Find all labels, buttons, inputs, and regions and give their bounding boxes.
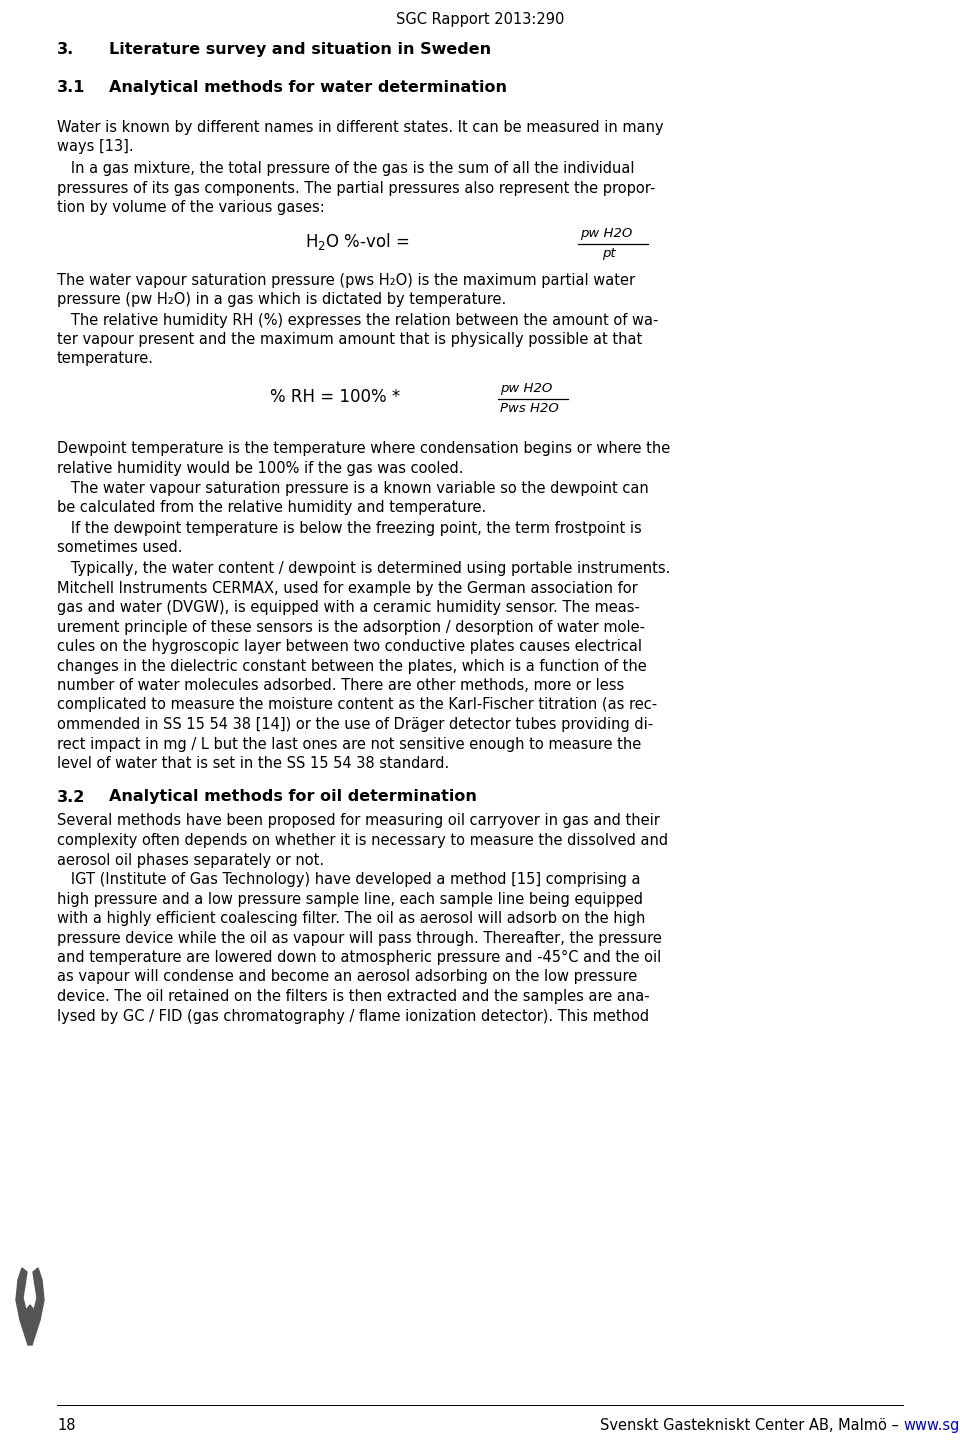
Text: The water vapour saturation pressure is a known variable so the dewpoint can: The water vapour saturation pressure is … bbox=[57, 481, 649, 496]
Text: changes in the dielectric constant between the plates, which is a function of th: changes in the dielectric constant betwe… bbox=[57, 658, 647, 673]
Text: If the dewpoint temperature is below the freezing point, the term frostpoint is: If the dewpoint temperature is below the… bbox=[57, 521, 641, 536]
Text: urement principle of these sensors is the adsorption / desorption of water mole-: urement principle of these sensors is th… bbox=[57, 619, 645, 635]
Text: Svenskt Gastekniskt Center AB, Malmö –: Svenskt Gastekniskt Center AB, Malmö – bbox=[599, 1418, 903, 1433]
Text: cules on the hygroscopic layer between two conductive plates causes electrical: cules on the hygroscopic layer between t… bbox=[57, 639, 642, 654]
Text: pressure device while the oil as vapour will pass through. Thereafter, the press: pressure device while the oil as vapour … bbox=[57, 931, 661, 945]
Text: % RH = 100% *: % RH = 100% * bbox=[270, 389, 405, 406]
Text: 18: 18 bbox=[57, 1418, 76, 1433]
Text: ways [13].: ways [13]. bbox=[57, 139, 133, 155]
Text: relative humidity would be 100% if the gas was cooled.: relative humidity would be 100% if the g… bbox=[57, 461, 464, 476]
Text: Dewpoint temperature is the temperature where condensation begins or where the: Dewpoint temperature is the temperature … bbox=[57, 441, 670, 455]
Text: Typically, the water content / dewpoint is determined using portable instruments: Typically, the water content / dewpoint … bbox=[57, 561, 670, 576]
Text: Mitchell Instruments CERMAX, used for example by the German association for: Mitchell Instruments CERMAX, used for ex… bbox=[57, 580, 637, 596]
Text: rect impact in mg / L but the last ones are not sensitive enough to measure the: rect impact in mg / L but the last ones … bbox=[57, 737, 641, 751]
Text: www.sgc.se: www.sgc.se bbox=[903, 1418, 960, 1433]
Text: Literature survey and situation in Sweden: Literature survey and situation in Swede… bbox=[109, 42, 492, 57]
Text: as vapour will condense and become an aerosol adsorbing on the low pressure: as vapour will condense and become an ae… bbox=[57, 970, 637, 985]
Text: pt: pt bbox=[602, 247, 615, 260]
Text: number of water molecules adsorbed. There are other methods, more or less: number of water molecules adsorbed. Ther… bbox=[57, 679, 624, 693]
Text: ter vapour present and the maximum amount that is physically possible at that: ter vapour present and the maximum amoun… bbox=[57, 332, 642, 347]
Text: The relative humidity RH (%) expresses the relation between the amount of wa-: The relative humidity RH (%) expresses t… bbox=[57, 313, 659, 328]
Text: pw H2O: pw H2O bbox=[580, 226, 633, 239]
Text: pressures of its gas components. The partial pressures also represent the propor: pressures of its gas components. The par… bbox=[57, 180, 656, 196]
Text: aerosol oil phases separately or not.: aerosol oil phases separately or not. bbox=[57, 853, 324, 867]
Text: Several methods have been proposed for measuring oil carryover in gas and their: Several methods have been proposed for m… bbox=[57, 813, 660, 828]
Text: high pressure and a low pressure sample line, each sample line being equipped: high pressure and a low pressure sample … bbox=[57, 892, 643, 906]
Text: 3.: 3. bbox=[57, 42, 74, 57]
Text: Water is known by different names in different states. It can be measured in man: Water is known by different names in dif… bbox=[57, 120, 663, 135]
Text: with a highly efficient coalescing filter. The oil as aerosol will adsorb on the: with a highly efficient coalescing filte… bbox=[57, 911, 645, 927]
Text: gas and water (DVGW), is equipped with a ceramic humidity sensor. The meas-: gas and water (DVGW), is equipped with a… bbox=[57, 600, 640, 615]
Text: SGC Rapport 2013:290: SGC Rapport 2013:290 bbox=[396, 12, 564, 28]
Text: 3.2: 3.2 bbox=[57, 789, 85, 805]
Text: Analytical methods for oil determination: Analytical methods for oil determination bbox=[109, 789, 477, 805]
Text: and temperature are lowered down to atmospheric pressure and -45°C and the oil: and temperature are lowered down to atmo… bbox=[57, 950, 661, 966]
Text: sometimes used.: sometimes used. bbox=[57, 541, 182, 555]
Text: IGT (Institute of Gas Technology) have developed a method [15] comprising a: IGT (Institute of Gas Technology) have d… bbox=[57, 871, 640, 887]
Text: ommended in SS 15 54 38 [14]) or the use of Dräger detector tubes providing di-: ommended in SS 15 54 38 [14]) or the use… bbox=[57, 716, 653, 732]
Text: temperature.: temperature. bbox=[57, 351, 154, 367]
Polygon shape bbox=[16, 1267, 44, 1346]
Text: complicated to measure the moisture content as the Karl-Fischer titration (as re: complicated to measure the moisture cont… bbox=[57, 697, 658, 712]
Text: level of water that is set in the SS 15 54 38 standard.: level of water that is set in the SS 15 … bbox=[57, 755, 449, 771]
Text: Pws H2O: Pws H2O bbox=[500, 402, 559, 415]
Text: lysed by GC / FID (gas chromatography / flame ionization detector). This method: lysed by GC / FID (gas chromatography / … bbox=[57, 1009, 649, 1024]
Text: device. The oil retained on the filters is then extracted and the samples are an: device. The oil retained on the filters … bbox=[57, 989, 650, 1003]
Text: 3.1: 3.1 bbox=[57, 80, 85, 96]
Text: pw H2O: pw H2O bbox=[500, 381, 552, 394]
Text: The water vapour saturation pressure (pws H₂O) is the maximum partial water: The water vapour saturation pressure (pw… bbox=[57, 273, 636, 287]
Text: H$_2$O %-vol =: H$_2$O %-vol = bbox=[305, 231, 412, 252]
Text: pressure (pw H₂O) in a gas which is dictated by temperature.: pressure (pw H₂O) in a gas which is dict… bbox=[57, 291, 506, 307]
Text: be calculated from the relative humidity and temperature.: be calculated from the relative humidity… bbox=[57, 500, 487, 516]
Text: Analytical methods for water determination: Analytical methods for water determinati… bbox=[109, 80, 507, 96]
Text: tion by volume of the various gases:: tion by volume of the various gases: bbox=[57, 200, 324, 215]
Text: complexity often depends on whether it is necessary to measure the dissolved and: complexity often depends on whether it i… bbox=[57, 832, 668, 848]
Text: In a gas mixture, the total pressure of the gas is the sum of all the individual: In a gas mixture, the total pressure of … bbox=[57, 161, 635, 175]
